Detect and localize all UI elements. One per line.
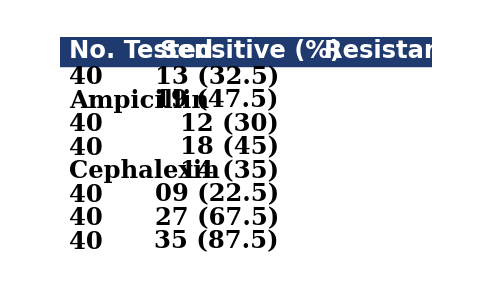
Bar — [60, 37, 432, 65]
Text: 40: 40 — [69, 112, 103, 136]
Text: 19 (47.5): 19 (47.5) — [155, 89, 279, 113]
Text: 12 (30): 12 (30) — [180, 112, 279, 136]
Text: 40: 40 — [69, 206, 103, 230]
Text: 35 (87.5): 35 (87.5) — [155, 229, 279, 253]
Text: 27 (67.5): 27 (67.5) — [155, 206, 279, 230]
Text: Ampicillin: Ampicillin — [69, 89, 209, 113]
Text: 14 (35): 14 (35) — [180, 159, 279, 183]
Text: Resistant (%): Resistant (%) — [324, 39, 480, 63]
Text: 18 (45): 18 (45) — [180, 136, 279, 160]
Text: 40: 40 — [69, 65, 103, 89]
Text: 09 (22.5): 09 (22.5) — [155, 183, 279, 207]
Text: 40: 40 — [69, 229, 103, 253]
Text: 40: 40 — [69, 136, 103, 160]
Text: Sensitive (%): Sensitive (%) — [159, 39, 340, 63]
Text: Cephalexin: Cephalexin — [69, 159, 220, 183]
Text: No. Tested: No. Tested — [69, 39, 214, 63]
Text: 40: 40 — [69, 183, 103, 207]
Text: 13 (32.5): 13 (32.5) — [155, 65, 279, 89]
